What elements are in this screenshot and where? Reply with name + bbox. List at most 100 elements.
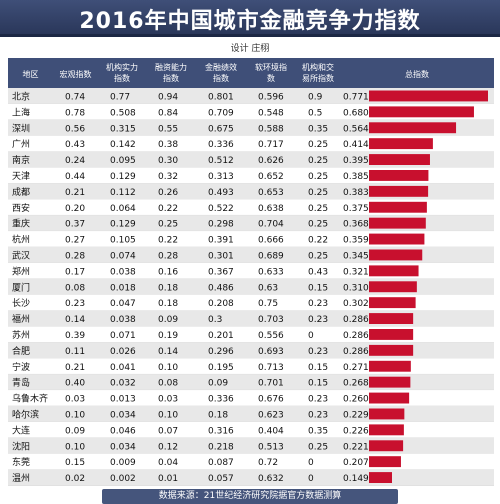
total-index-value: 0.268: [343, 379, 369, 389]
city-name: 长沙: [12, 297, 30, 309]
cell-value: 0.18: [158, 299, 178, 309]
total-index-bar: [369, 408, 405, 420]
cell-value: 0.486: [208, 283, 234, 293]
cell-value: 0.25: [308, 204, 328, 214]
cell-value: 0.689: [258, 252, 284, 262]
cell-value: 0.034: [110, 442, 136, 452]
cell-value: 0.43: [65, 140, 85, 150]
cell-value: 0.666: [258, 236, 284, 246]
total-index-value: 0.414: [343, 140, 369, 150]
cell-value: 0.071: [110, 331, 136, 341]
cell-value: 0.513: [258, 442, 284, 452]
cell-value: 0.3: [208, 315, 222, 325]
cell-value: 0.701: [258, 379, 284, 389]
cell-value: 0.14: [65, 315, 85, 325]
city-name: 深圳: [12, 123, 30, 134]
city-name: 天津: [12, 171, 30, 182]
cell-value: 0.09: [158, 315, 178, 325]
cell-value: 0.057: [208, 474, 234, 484]
cell-value: 0.35: [308, 124, 328, 134]
cell-value: 0.009: [110, 458, 136, 468]
cell-value: 0.15: [308, 283, 328, 293]
total-index-value: 0.286: [343, 315, 369, 325]
cell-value: 0.10: [158, 411, 178, 421]
cell-value: 0.041: [110, 363, 136, 373]
cell-value: 0.38: [158, 140, 178, 150]
total-index-bar: [369, 170, 429, 181]
total-index-bar: [369, 297, 416, 309]
cell-value: 0.08: [65, 283, 85, 293]
cell-value: 0.336: [208, 395, 234, 405]
total-index-bar: [369, 90, 488, 102]
cell-value: 0.026: [110, 347, 136, 357]
total-index-value: 0.385: [343, 172, 369, 182]
city-name: 青岛: [12, 377, 30, 389]
chart-title: 2016年中国城市金融竞争力指数: [79, 9, 421, 34]
cell-value: 0.316: [208, 426, 234, 436]
cell-value: 0.653: [258, 188, 284, 198]
cell-value: 0.493: [208, 188, 234, 198]
cell-value: 0.22: [158, 204, 178, 214]
total-index-value: 0.383: [343, 188, 369, 198]
data-source-note: 数据来源：21世纪经济研究院据官方数据测算: [102, 489, 398, 504]
cell-value: 0.84: [158, 108, 178, 118]
cell-value: 0.709: [208, 108, 234, 118]
cell-value: 0.195: [208, 363, 234, 373]
cell-value: 0.08: [158, 379, 178, 389]
city-name: 南京: [12, 154, 30, 166]
cell-value: 0.522: [208, 204, 234, 214]
city-name: 合肥: [12, 345, 30, 357]
cell-value: 0.21: [65, 188, 85, 198]
total-index-value: 0.310: [343, 283, 369, 293]
cell-value: 0.15: [308, 379, 328, 389]
cell-value: 0: [308, 474, 314, 484]
city-name: 成都: [12, 186, 30, 198]
cell-value: 0.35: [308, 426, 328, 436]
cell-value: 0.675: [208, 124, 234, 134]
total-index-bar: [369, 440, 404, 452]
cell-value: 0.20: [65, 204, 85, 214]
cell-value: 0.25: [308, 172, 328, 182]
cell-value: 0.26: [158, 188, 178, 198]
cell-value: 0.074: [110, 252, 136, 262]
cell-value: 0.713: [258, 363, 284, 373]
cell-value: 0.63: [258, 283, 278, 293]
city-name: 温州: [12, 473, 30, 484]
cell-value: 0.112: [110, 188, 136, 198]
cell-value: 0.22: [308, 236, 328, 246]
total-index-bar: [369, 265, 419, 277]
cell-value: 0.336: [208, 140, 234, 150]
total-index-bar: [369, 138, 433, 150]
city-name: 广州: [12, 138, 30, 150]
cell-value: 0.44: [65, 172, 85, 182]
cell-value: 0.632: [258, 474, 284, 484]
cell-value: 0.02: [65, 474, 85, 484]
cell-value: 0.087: [208, 458, 234, 468]
total-index-bar: [369, 472, 392, 483]
cell-value: 0.129: [110, 172, 136, 182]
cell-value: 0.23: [308, 315, 328, 325]
cell-value: 0.23: [308, 347, 328, 357]
cell-value: 0.17: [65, 267, 85, 277]
cell-value: 0.633: [258, 267, 284, 277]
cell-value: 0.78: [65, 108, 85, 118]
cell-value: 0.77: [110, 93, 130, 103]
city-name: 西安: [12, 202, 30, 214]
cell-value: 0.315: [110, 124, 136, 134]
column-header: 机构和交易所指数: [302, 62, 334, 83]
total-index-bar: [369, 154, 430, 165]
cell-value: 0.15: [308, 363, 328, 373]
total-index-value: 0.149: [343, 474, 369, 484]
column-header: 金融绩效指数: [205, 62, 237, 83]
column-header: 融资能力指数: [155, 62, 187, 83]
cell-value: 0.22: [158, 236, 178, 246]
city-name: 北京: [12, 91, 30, 103]
cell-value: 0.25: [158, 220, 178, 230]
total-index-bar: [369, 122, 457, 134]
cell-value: 0.626: [258, 156, 284, 166]
cell-value: 0.15: [65, 458, 85, 468]
cell-value: 0.301: [208, 252, 234, 262]
cell-value: 0.43: [308, 267, 328, 277]
cell-value: 0.652: [258, 172, 284, 182]
